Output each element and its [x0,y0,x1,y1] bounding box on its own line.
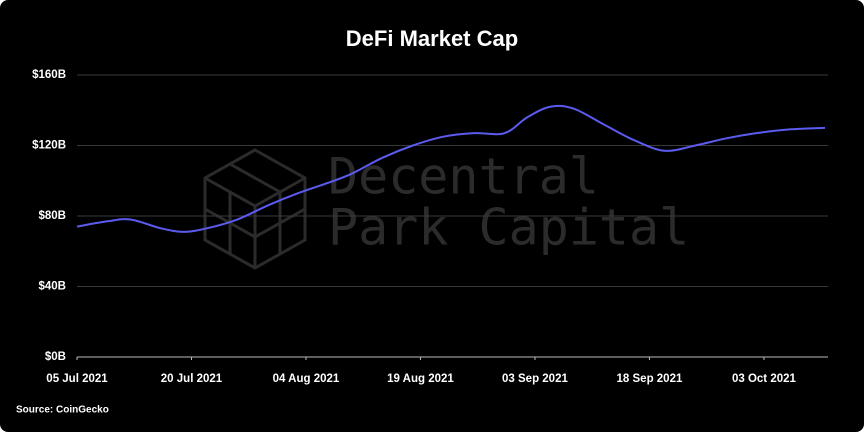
watermark-text: Decentral [328,148,599,206]
y-tick-label: $0B [45,351,66,363]
y-tick-label: $120B [32,140,66,152]
chart-title: DeFi Market Cap [346,26,518,51]
y-tick-label: $160B [32,69,66,81]
x-tick-label: 05 Jul 2021 [46,373,108,385]
watermark-text: Park Capital [328,199,689,257]
line-series [76,104,826,233]
x-tick-label: 18 Sep 2021 [617,373,683,385]
source-note: Source: CoinGecko [16,405,109,416]
x-tick-label: 03 Oct 2021 [732,373,797,385]
x-tick-label: 19 Aug 2021 [387,373,454,385]
x-tick-label: 03 Sep 2021 [502,373,568,385]
y-tick-label: $80B [39,210,67,222]
x-tick-label: 04 Aug 2021 [273,373,340,385]
y-tick-label: $40B [39,281,67,293]
x-tick-label: 20 Jul 2021 [161,373,223,385]
